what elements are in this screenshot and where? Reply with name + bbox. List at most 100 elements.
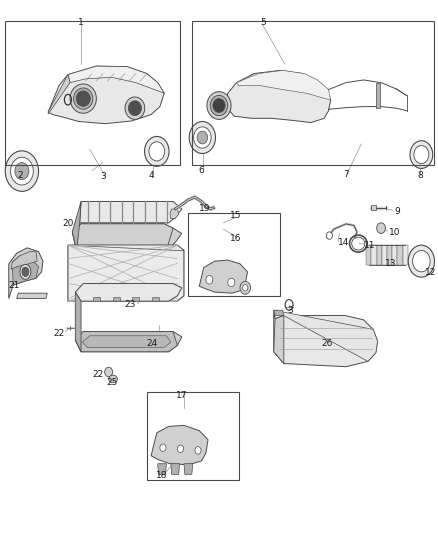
Circle shape xyxy=(243,285,248,291)
Circle shape xyxy=(197,131,208,144)
Ellipse shape xyxy=(74,88,93,109)
Polygon shape xyxy=(274,310,284,316)
Text: 15: 15 xyxy=(230,212,241,220)
Text: 8: 8 xyxy=(417,172,424,180)
Polygon shape xyxy=(371,205,376,210)
Circle shape xyxy=(160,444,166,451)
Text: 10: 10 xyxy=(389,229,400,237)
Text: 19: 19 xyxy=(199,205,211,213)
Polygon shape xyxy=(9,248,43,298)
Text: 18: 18 xyxy=(156,472,168,480)
Text: 16: 16 xyxy=(230,234,241,243)
Text: 7: 7 xyxy=(343,170,349,179)
Text: 2: 2 xyxy=(17,172,22,180)
Polygon shape xyxy=(237,70,331,100)
Polygon shape xyxy=(132,297,139,301)
Polygon shape xyxy=(48,66,164,124)
Text: 25: 25 xyxy=(106,378,117,387)
Polygon shape xyxy=(48,75,70,114)
Circle shape xyxy=(194,127,211,148)
Circle shape xyxy=(189,122,215,154)
Text: 5: 5 xyxy=(260,18,266,27)
Circle shape xyxy=(149,142,165,161)
Polygon shape xyxy=(68,66,164,93)
Text: 11: 11 xyxy=(364,241,376,249)
Polygon shape xyxy=(82,336,171,348)
Text: 9: 9 xyxy=(394,207,400,216)
Polygon shape xyxy=(151,425,208,465)
Polygon shape xyxy=(68,245,184,301)
Polygon shape xyxy=(387,245,392,265)
Ellipse shape xyxy=(125,97,145,119)
Polygon shape xyxy=(274,310,378,361)
Text: 20: 20 xyxy=(62,220,74,228)
Circle shape xyxy=(228,278,235,287)
Ellipse shape xyxy=(76,91,90,107)
Polygon shape xyxy=(75,284,182,301)
Polygon shape xyxy=(75,292,81,352)
Circle shape xyxy=(413,251,430,272)
Polygon shape xyxy=(377,245,382,265)
Circle shape xyxy=(195,447,201,454)
Polygon shape xyxy=(68,245,184,251)
Text: 22: 22 xyxy=(53,329,65,337)
Ellipse shape xyxy=(207,92,231,119)
Ellipse shape xyxy=(128,101,141,116)
Polygon shape xyxy=(17,293,47,298)
Polygon shape xyxy=(152,297,159,301)
Text: 21: 21 xyxy=(8,281,20,289)
Text: 3: 3 xyxy=(287,306,293,314)
Circle shape xyxy=(145,136,169,166)
Circle shape xyxy=(11,157,33,185)
Polygon shape xyxy=(274,310,378,367)
Text: 17: 17 xyxy=(176,391,187,400)
Text: 3: 3 xyxy=(100,173,106,181)
Circle shape xyxy=(15,163,29,180)
Text: 12: 12 xyxy=(425,269,436,277)
Polygon shape xyxy=(170,209,179,219)
Polygon shape xyxy=(12,256,39,285)
Circle shape xyxy=(408,245,434,277)
Polygon shape xyxy=(184,464,193,474)
Ellipse shape xyxy=(109,375,117,383)
Circle shape xyxy=(5,151,39,191)
Ellipse shape xyxy=(213,99,225,112)
Text: 22: 22 xyxy=(92,370,104,378)
Polygon shape xyxy=(72,201,81,251)
Text: 6: 6 xyxy=(198,166,205,175)
Polygon shape xyxy=(72,224,182,251)
Polygon shape xyxy=(93,297,100,301)
Polygon shape xyxy=(171,464,180,474)
Polygon shape xyxy=(11,252,37,269)
Polygon shape xyxy=(366,245,371,265)
Ellipse shape xyxy=(22,267,29,277)
Polygon shape xyxy=(80,201,182,223)
Polygon shape xyxy=(397,245,403,265)
Polygon shape xyxy=(158,464,166,474)
Polygon shape xyxy=(75,332,182,352)
Polygon shape xyxy=(376,83,380,108)
Circle shape xyxy=(410,141,433,168)
Circle shape xyxy=(105,367,113,377)
Circle shape xyxy=(326,232,332,239)
Text: 23: 23 xyxy=(124,301,136,309)
Text: 1: 1 xyxy=(78,18,84,27)
Ellipse shape xyxy=(70,84,96,114)
Polygon shape xyxy=(382,245,387,265)
Ellipse shape xyxy=(210,95,228,116)
Text: 24: 24 xyxy=(146,340,158,348)
Polygon shape xyxy=(75,332,177,352)
Circle shape xyxy=(240,281,251,294)
Polygon shape xyxy=(403,245,408,265)
Polygon shape xyxy=(72,224,173,251)
Polygon shape xyxy=(392,245,397,265)
Polygon shape xyxy=(274,316,284,364)
Ellipse shape xyxy=(20,264,31,279)
Circle shape xyxy=(377,223,385,233)
Circle shape xyxy=(206,276,213,284)
Circle shape xyxy=(177,445,184,453)
Circle shape xyxy=(414,146,429,164)
Polygon shape xyxy=(113,297,120,301)
Polygon shape xyxy=(226,70,331,123)
Polygon shape xyxy=(371,245,377,265)
